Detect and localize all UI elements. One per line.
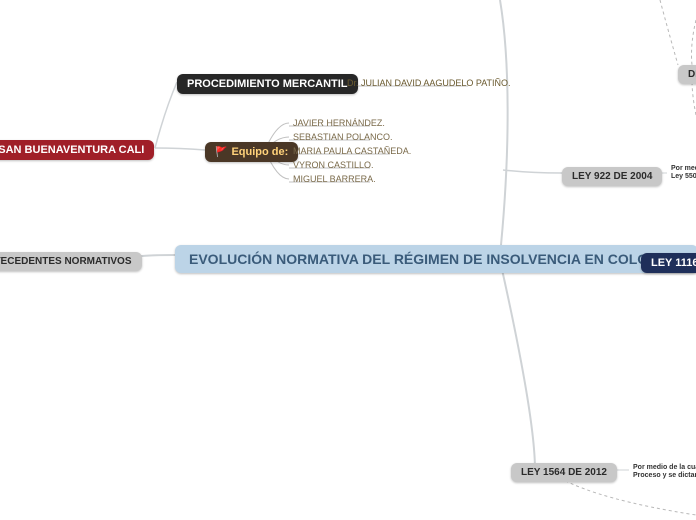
flag-icon <box>215 146 227 158</box>
center-node: EVOLUCIÓN NORMATIVA DEL RÉGIMEN DE INSOL… <box>175 245 696 273</box>
ley922-label: LEY 922 DE 2004 <box>572 171 652 182</box>
ley1564-detail: Por medio de la cual Proceso y se dictan… <box>629 462 696 483</box>
ley1564-node: LEY 1564 DE 2012 <box>511 463 617 482</box>
ley1116-label: LEY 1116 D <box>651 257 696 269</box>
equipo-node: Equipo de: <box>205 142 298 162</box>
antecedentes-node: ANTECEDENTES NORMATIVOS <box>0 252 142 271</box>
dr-leaf: Dr. JULIAN DAVID AAGUDELO PATIÑO. <box>343 76 515 90</box>
center-label: EVOLUCIÓN NORMATIVA DEL RÉGIMEN DE INSOL… <box>189 251 684 267</box>
university-node: IDAD DE SAN BUENAVENTURA CALI <box>0 140 154 160</box>
team-member: SEBASTIAN POLANCO. <box>289 130 397 144</box>
ley922-detail: Por med Ley 550 <box>667 163 696 184</box>
antecedentes-label: ANTECEDENTES NORMATIVOS <box>0 256 132 267</box>
equipo-label: Equipo de: <box>231 146 288 158</box>
ley1116-node: LEY 1116 D <box>641 253 696 273</box>
university-label: IDAD DE SAN BUENAVENTURA CALI <box>0 144 144 156</box>
team-member: MIGUEL BARRERA. <box>289 172 380 186</box>
procedimiento-label: PROCEDIMIENTO MERCANTIL <box>187 78 348 90</box>
team-member: JAVIER HERNÁNDEZ. <box>289 116 389 130</box>
ley1564-label: LEY 1564 DE 2012 <box>521 467 607 478</box>
team-member: VYRON CASTILLO. <box>289 158 378 172</box>
ley922-node: LEY 922 DE 2004 <box>562 167 662 186</box>
procedimiento-node: PROCEDIMIENTO MERCANTIL <box>177 74 358 94</box>
del-node: DEL <box>678 65 696 84</box>
del-label: DEL <box>688 69 696 80</box>
team-member: MARIA PAULA CASTAÑEDA. <box>289 144 415 158</box>
